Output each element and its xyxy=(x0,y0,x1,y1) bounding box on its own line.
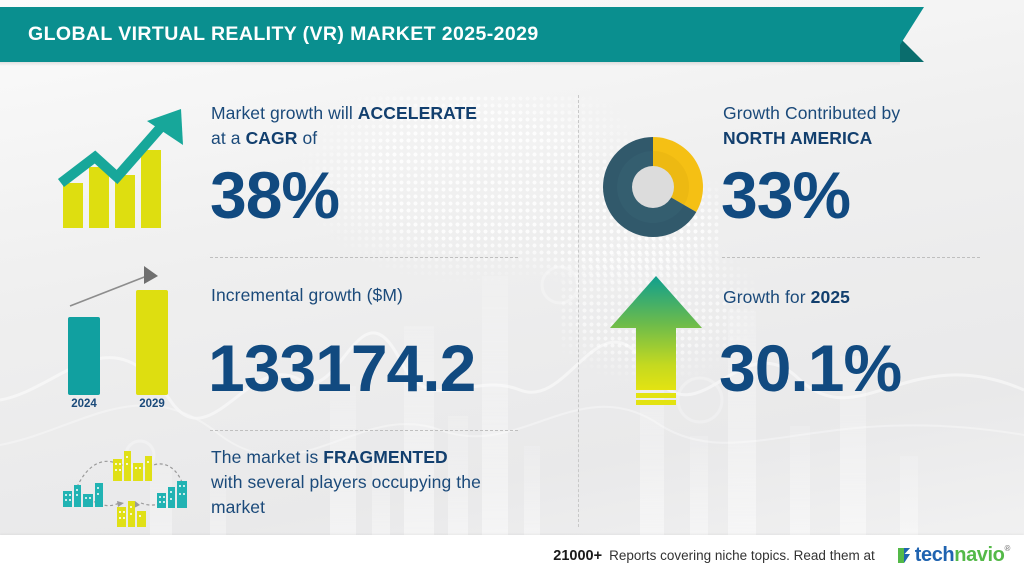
row-divider-left-1 xyxy=(210,257,518,258)
page-title: GLOBAL VIRTUAL REALITY (VR) MARKET 2025-… xyxy=(28,23,539,45)
row-divider-right-1 xyxy=(722,257,980,258)
yearly-value: 30.1% xyxy=(719,331,902,405)
region-name: NORTH AMERICA xyxy=(723,128,873,148)
yearly-caption: Growth for 2025 xyxy=(723,285,983,310)
cagr-value: 38% xyxy=(210,158,340,232)
region-caption-line1: Growth Contributed by xyxy=(723,103,901,123)
row-divider-left-2 xyxy=(210,430,518,431)
region-value: 33% xyxy=(721,158,851,232)
cagr-caption-line1-pre: Market growth will xyxy=(211,103,358,123)
fragmentation-line1: The market is FRAGMENTED xyxy=(211,445,551,470)
yearly-value-wrap: 30.1% xyxy=(719,331,902,405)
cagr-caption-line2-post: of xyxy=(297,128,318,148)
two-bar-comparison-icon: 2024 2029 xyxy=(48,262,193,412)
banner-shadow xyxy=(0,62,900,66)
logo-trademark: ® xyxy=(1004,544,1011,553)
yearly-caption-line1: Growth for 2025 xyxy=(723,285,983,310)
fragmentation-line2: with several players occupying the xyxy=(211,472,481,492)
yearly-caption-year: 2025 xyxy=(810,287,850,307)
footer-bar: 21000+ Reports covering niche topics. Re… xyxy=(0,535,1024,576)
incremental-label: Incremental growth ($M) xyxy=(211,285,403,305)
footer-tagline: Reports covering niche topics. Read them… xyxy=(609,548,875,563)
fragmentation-line3: market xyxy=(211,497,266,517)
cagr-caption-line1: Market growth will ACCELERATE xyxy=(211,101,541,126)
cagr-caption-line2-pre: at a xyxy=(211,128,246,148)
upward-arrow-icon xyxy=(604,272,708,407)
region-caption: Growth Contributed by NORTH AMERICA xyxy=(723,101,983,151)
incremental-caption: Incremental growth ($M) xyxy=(211,283,541,308)
logo-text-navio: navio xyxy=(954,544,1005,566)
growth-bar-chart-arrow-icon xyxy=(55,105,190,230)
banner-fold-corner xyxy=(900,7,924,45)
report-count: 21000+ xyxy=(553,547,603,564)
column-divider xyxy=(578,95,579,527)
bar-label-2029: 2029 xyxy=(139,398,165,410)
donut-chart-icon xyxy=(596,130,710,244)
technavio-wordmark: technavio® xyxy=(914,544,1011,567)
technavio-flag-icon xyxy=(897,548,910,563)
cagr-caption-line2: at a CAGR of xyxy=(211,126,541,151)
cagr-caption-line1-bold: ACCELERATE xyxy=(357,103,478,123)
cagr-value-wrap: 38% xyxy=(210,158,340,232)
fragmentation-caption: The market is FRAGMENTED with several pl… xyxy=(211,445,551,520)
incremental-value-wrap: 133174.2 xyxy=(208,331,476,405)
cagr-caption-line2-bold: CAGR xyxy=(245,128,298,148)
incremental-value: 133174.2 xyxy=(208,331,476,405)
cagr-caption: Market growth will ACCELERATE at a CAGR … xyxy=(211,101,541,151)
bar-label-2024: 2024 xyxy=(71,398,97,410)
logo-text-tech: tech xyxy=(914,544,955,566)
region-value-wrap: 33% xyxy=(721,158,851,232)
technavio-logo[interactable]: technavio® xyxy=(897,544,1010,567)
region-caption-line2: NORTH AMERICA xyxy=(723,126,983,151)
yearly-caption-pre: Growth for xyxy=(723,287,811,307)
fragmented-market-cities-icon xyxy=(45,445,200,535)
fragmentation-line1-pre: The market is xyxy=(211,447,324,467)
header-banner: GLOBAL VIRTUAL REALITY (VR) MARKET 2025-… xyxy=(0,7,900,62)
fragmentation-line1-bold: FRAGMENTED xyxy=(323,447,448,467)
